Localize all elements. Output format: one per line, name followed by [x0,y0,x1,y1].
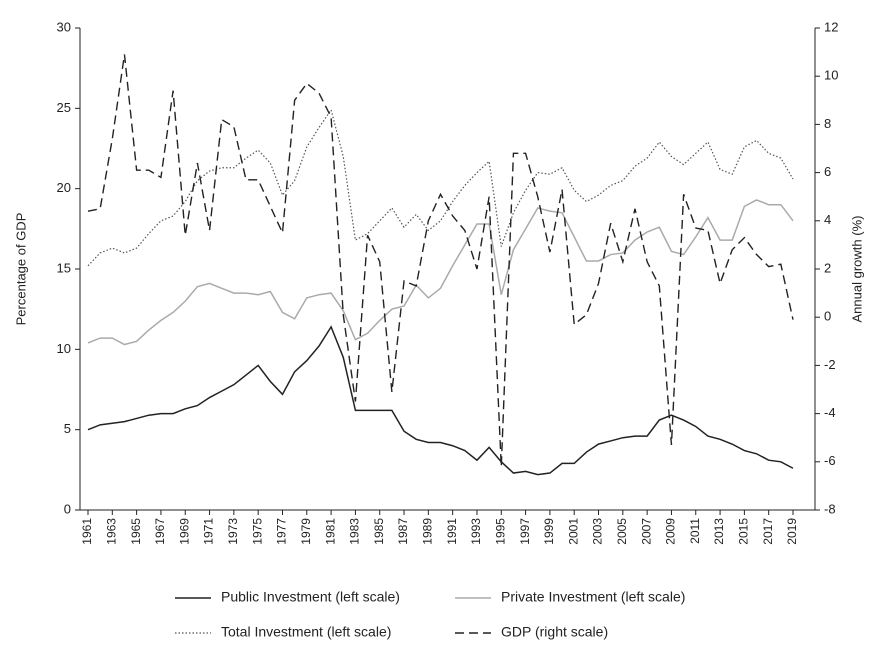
x-tick-label: 1989 [421,518,435,545]
x-tick-label: 1969 [177,518,191,545]
x-tick-label: 1983 [348,518,362,545]
y2-tick-label: 4 [824,212,831,227]
y2-tick-label: -8 [824,501,836,516]
x-tick-label: 1995 [493,518,507,545]
y2-tick-label: -6 [824,453,836,468]
y2-tick-label: 8 [824,116,831,131]
y-tick-label: 15 [57,260,71,275]
x-tick-label: 1987 [396,518,410,545]
series-line [87,325,794,476]
y-tick-label: 5 [64,421,71,436]
x-tick-label: 1973 [226,518,240,545]
x-tick-label: 1963 [104,518,118,545]
x-tick-label: 2003 [591,518,605,545]
x-tick-label: 2001 [566,518,580,545]
x-tick-label: 1961 [80,518,94,545]
x-tick-label: 1999 [542,518,556,545]
x-tick-label: 1971 [202,518,216,545]
legend-label: Public Investment (left scale) [221,589,400,605]
series-line [87,199,794,346]
x-tick-label: 1981 [323,518,337,545]
x-tick-label: 1979 [299,518,313,545]
y2-tick-label: -4 [824,405,836,420]
x-tick-label: 1965 [129,518,143,545]
y-tick-label: 20 [57,180,71,195]
x-tick-label: 2005 [615,518,629,545]
x-tick-label: 2017 [761,518,775,545]
x-tick-label: 2009 [664,518,678,545]
y-tick-label: 0 [64,501,71,516]
x-tick-label: 1977 [275,518,289,545]
x-tick-label: 2019 [785,518,799,545]
legend-label: Total Investment (left scale) [221,624,391,640]
y2-tick-label: 6 [824,164,831,179]
y2-axis-label: Annual growth (%) [849,216,864,323]
x-tick-label: 2013 [712,518,726,545]
y-tick-label: 25 [57,100,71,115]
y-axis-label: Percentage of GDP [13,213,28,326]
y-tick-label: 30 [57,19,71,34]
x-tick-label: 2011 [688,518,702,544]
x-tick-label: 1967 [153,518,167,545]
x-tick-label: 2015 [737,518,751,545]
legend-label: GDP (right scale) [501,624,608,640]
y-tick-label: 10 [57,341,71,356]
y2-tick-label: 10 [824,68,838,83]
y2-tick-label: 0 [824,309,831,324]
y2-tick-label: 2 [824,260,831,275]
legend-label: Private Investment (left scale) [501,589,685,605]
x-tick-label: 1997 [518,518,532,545]
x-tick-label: 1993 [469,518,483,545]
series-line [87,54,794,467]
x-tick-label: 1985 [372,518,386,545]
x-tick-label: 2007 [639,518,653,545]
x-tick-label: 1975 [250,518,264,545]
x-tick-label: 1991 [445,518,459,545]
y2-tick-label: 12 [824,19,838,34]
y2-tick-label: -2 [824,357,836,372]
